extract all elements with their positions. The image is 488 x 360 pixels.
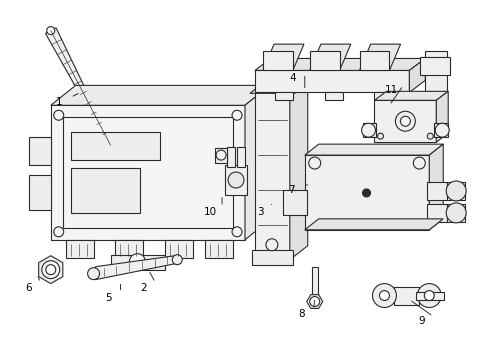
Circle shape [395, 111, 414, 131]
Circle shape [424, 291, 433, 301]
Text: 2: 2 [140, 283, 146, 293]
Circle shape [265, 239, 277, 251]
Bar [226, 147, 235, 167]
Bar [374, 92, 392, 100]
Polygon shape [254, 71, 307, 85]
Bar [425, 50, 447, 110]
Polygon shape [51, 85, 269, 105]
Circle shape [232, 227, 242, 237]
Bar [447, 204, 464, 222]
Bar [115, 240, 143, 258]
Bar [205, 240, 233, 258]
Bar [29, 137, 51, 165]
Polygon shape [306, 294, 322, 309]
Bar [427, 204, 447, 222]
Circle shape [361, 123, 375, 137]
Circle shape [308, 157, 320, 169]
Bar [71, 132, 160, 160]
Polygon shape [408, 58, 425, 92]
Bar [282, 190, 306, 215]
Text: 6: 6 [25, 283, 32, 293]
Polygon shape [289, 71, 307, 260]
Circle shape [434, 123, 448, 137]
Circle shape [54, 110, 63, 120]
Polygon shape [428, 144, 442, 230]
Bar [62, 117, 233, 228]
Circle shape [47, 27, 55, 35]
Bar [324, 92, 342, 100]
Bar [309, 50, 339, 71]
Text: 9: 9 [417, 316, 424, 327]
Bar [433, 123, 447, 137]
Circle shape [46, 265, 56, 275]
Bar [215, 148, 226, 163]
Circle shape [412, 157, 425, 169]
Bar [359, 50, 388, 71]
Polygon shape [244, 85, 269, 240]
Polygon shape [359, 44, 400, 71]
Circle shape [227, 172, 244, 188]
Bar [263, 50, 292, 71]
Bar [420, 58, 449, 75]
Polygon shape [95, 256, 175, 280]
Circle shape [309, 297, 319, 306]
Polygon shape [304, 219, 442, 230]
Circle shape [400, 116, 409, 126]
Bar [274, 92, 292, 100]
Polygon shape [374, 100, 435, 142]
Circle shape [216, 150, 225, 160]
Bar [447, 182, 464, 200]
Circle shape [416, 284, 440, 307]
Circle shape [54, 227, 63, 237]
Bar [29, 175, 51, 210]
Polygon shape [374, 91, 447, 100]
Text: 5: 5 [105, 293, 112, 302]
Bar [362, 123, 376, 137]
Polygon shape [304, 155, 428, 230]
Bar [110, 255, 165, 270]
Polygon shape [254, 71, 408, 92]
Text: 8: 8 [298, 310, 305, 319]
Text: 3: 3 [257, 207, 264, 217]
Text: 7: 7 [288, 185, 295, 195]
Bar [427, 182, 447, 200]
Circle shape [377, 133, 383, 139]
Circle shape [129, 254, 145, 270]
Polygon shape [304, 144, 442, 155]
Circle shape [41, 261, 60, 279]
Circle shape [87, 268, 100, 280]
Circle shape [372, 284, 396, 307]
Text: 11: 11 [384, 85, 397, 95]
Circle shape [427, 133, 432, 139]
Polygon shape [254, 85, 289, 260]
Polygon shape [39, 256, 62, 284]
Polygon shape [309, 44, 350, 71]
Polygon shape [51, 105, 244, 240]
Circle shape [446, 181, 465, 201]
Bar [65, 240, 93, 258]
Bar [237, 147, 244, 167]
Text: 10: 10 [203, 207, 216, 217]
Circle shape [172, 255, 182, 265]
Circle shape [362, 189, 370, 197]
Circle shape [256, 88, 266, 98]
Text: 1: 1 [55, 97, 62, 107]
Circle shape [379, 291, 388, 301]
Polygon shape [251, 250, 292, 265]
Circle shape [232, 110, 242, 120]
Circle shape [446, 203, 465, 223]
Bar [311, 267, 317, 302]
Polygon shape [249, 80, 312, 93]
Bar [394, 287, 419, 305]
Bar [165, 240, 193, 258]
Polygon shape [435, 91, 447, 142]
Text: 4: 4 [289, 73, 296, 84]
Bar [224, 165, 246, 195]
Bar [415, 292, 443, 300]
Polygon shape [263, 44, 304, 71]
Polygon shape [45, 28, 112, 146]
Bar [71, 168, 140, 213]
Polygon shape [254, 58, 425, 71]
